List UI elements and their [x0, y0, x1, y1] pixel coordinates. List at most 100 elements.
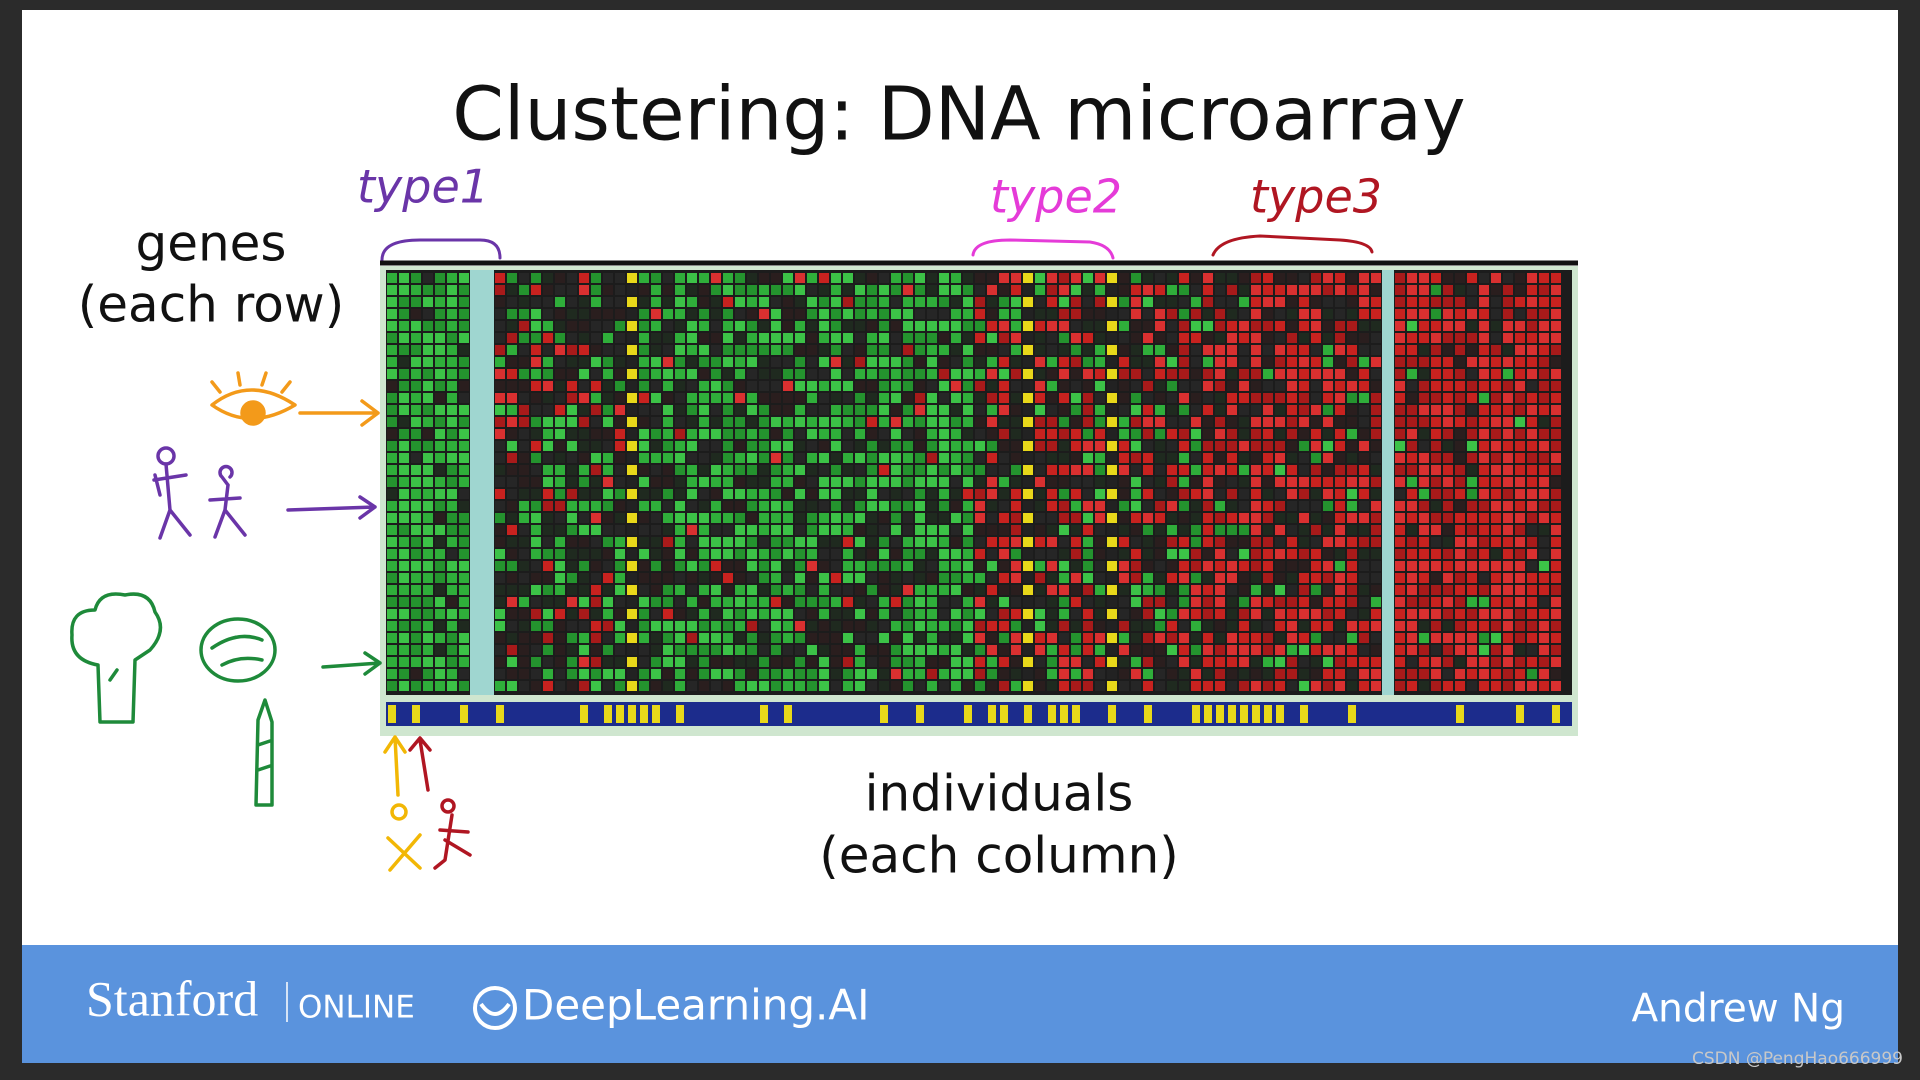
heatmap-cell — [723, 285, 733, 295]
heatmap-cell — [1347, 429, 1357, 439]
heatmap-cell — [555, 309, 565, 319]
heatmap-cell — [975, 561, 985, 571]
heatmap-cell — [1275, 393, 1285, 403]
heatmap-cell — [1191, 333, 1201, 343]
heatmap-cell — [699, 285, 709, 295]
heatmap-cell — [1299, 393, 1309, 403]
heatmap-cell — [795, 297, 805, 307]
heatmap-cell — [711, 297, 721, 307]
heatmap-cell — [675, 405, 685, 415]
heatmap-cell — [1239, 489, 1249, 499]
heatmap-cell — [411, 573, 421, 583]
heatmap-cell — [819, 513, 829, 523]
heatmap-cell — [507, 597, 517, 607]
heatmap-cell — [1179, 333, 1189, 343]
strip-mark — [1072, 705, 1080, 723]
heatmap-cell — [603, 597, 613, 607]
heatmap-cell — [1419, 633, 1429, 643]
heatmap-cell — [771, 273, 781, 283]
heatmap-cell — [1131, 357, 1141, 367]
heatmap-cell — [1179, 273, 1189, 283]
heatmap-cell — [1191, 381, 1201, 391]
heatmap-cell — [723, 405, 733, 415]
heatmap-cell — [423, 657, 433, 667]
heatmap-cell — [615, 585, 625, 595]
heatmap-cell — [1263, 453, 1273, 463]
heatmap-cell — [447, 669, 457, 679]
heatmap-cell — [1275, 609, 1285, 619]
heatmap-cell — [411, 489, 421, 499]
heatmap-cell — [891, 597, 901, 607]
heatmap-cell — [567, 369, 577, 379]
heatmap-cell — [1539, 297, 1549, 307]
heatmap-cell — [1467, 273, 1477, 283]
heatmap-cell — [423, 357, 433, 367]
heatmap-cell — [1119, 573, 1129, 583]
heatmap-cell — [1227, 597, 1237, 607]
heatmap-cell — [711, 489, 721, 499]
heatmap-cell — [1059, 537, 1069, 547]
heatmap-cell — [915, 381, 925, 391]
heatmap-cell — [387, 561, 397, 571]
heatmap-cell — [1479, 429, 1489, 439]
heatmap-cell — [1275, 285, 1285, 295]
heatmap-cell — [663, 321, 673, 331]
heatmap-cell — [1515, 645, 1525, 655]
heatmap-cell — [1227, 645, 1237, 655]
heatmap-cell — [711, 681, 721, 691]
heatmap-cell — [891, 489, 901, 499]
heatmap-cell — [1047, 309, 1057, 319]
heatmap-cell — [1203, 501, 1213, 511]
heatmap-cell — [807, 309, 817, 319]
heatmap-cell — [879, 381, 889, 391]
heatmap-cell — [843, 597, 853, 607]
heatmap-cell — [1167, 357, 1177, 367]
heatmap-separator — [1382, 270, 1394, 695]
heatmap-cell — [423, 429, 433, 439]
heatmap-cell — [567, 513, 577, 523]
heatmap-cell — [1143, 609, 1153, 619]
heatmap-cell — [579, 513, 589, 523]
heatmap-cell — [1215, 477, 1225, 487]
heatmap-cell — [651, 573, 661, 583]
heatmap-cell — [843, 405, 853, 415]
heatmap-cell — [1431, 297, 1441, 307]
heatmap-cell — [1503, 309, 1513, 319]
heatmap-cell — [1503, 501, 1513, 511]
heatmap-cell — [459, 321, 469, 331]
heatmap-cell — [1359, 585, 1369, 595]
heatmap-cell — [1539, 357, 1549, 367]
heatmap-cell — [987, 441, 997, 451]
heatmap-cell — [783, 465, 793, 475]
heatmap-cell — [519, 429, 529, 439]
heatmap-cell — [903, 417, 913, 427]
heatmap-cell — [1527, 381, 1537, 391]
heatmap-cell — [927, 381, 937, 391]
heatmap-cell — [543, 573, 553, 583]
heatmap-cell — [1287, 585, 1297, 595]
heatmap-cell — [423, 417, 433, 427]
heatmap-cell — [1107, 681, 1117, 691]
strip-mark — [1276, 705, 1284, 723]
heatmap-cell — [603, 489, 613, 499]
heatmap-cell — [807, 417, 817, 427]
heatmap-cell — [519, 453, 529, 463]
heatmap-cell — [975, 597, 985, 607]
heatmap-cell — [1407, 525, 1417, 535]
heatmap-cell — [1155, 285, 1165, 295]
heatmap-cell — [1335, 285, 1345, 295]
heatmap-cell — [1011, 501, 1021, 511]
heatmap-cell — [1287, 465, 1297, 475]
heatmap-cell — [675, 465, 685, 475]
heatmap-cell — [1467, 657, 1477, 667]
heatmap-cell — [819, 321, 829, 331]
heatmap-cell — [963, 549, 973, 559]
heatmap-cell — [387, 645, 397, 655]
heatmap-cell — [783, 393, 793, 403]
heatmap-cell — [687, 417, 697, 427]
heatmap-cell — [1107, 417, 1117, 427]
heatmap-cell — [1371, 621, 1381, 631]
heatmap-cell — [963, 585, 973, 595]
heatmap-cell — [1347, 657, 1357, 667]
heatmap-cell — [423, 609, 433, 619]
